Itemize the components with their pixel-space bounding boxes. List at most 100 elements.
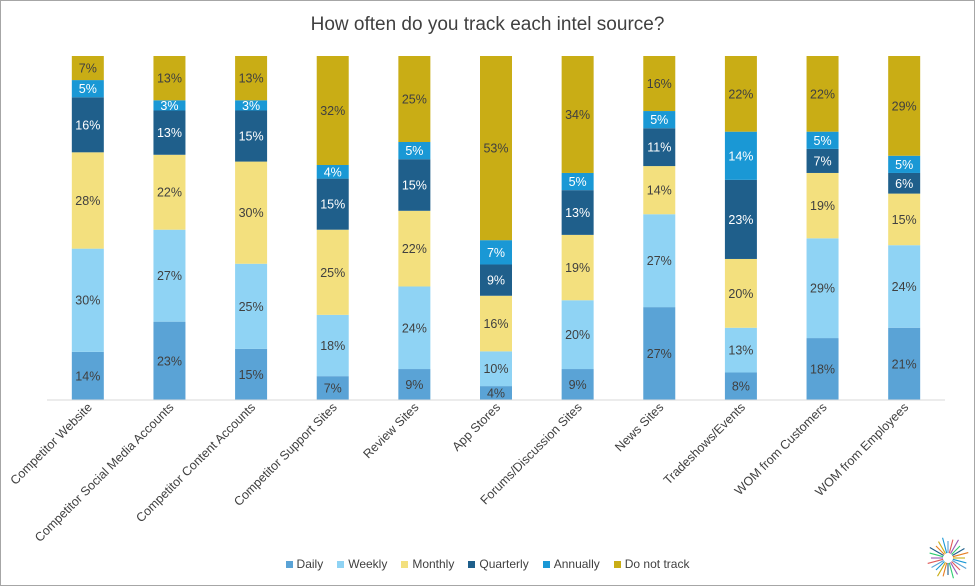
category-tick-label: News Sites: [612, 400, 666, 454]
bar-segment: [888, 193, 921, 246]
logo-ray: [948, 562, 954, 579]
data-label: 9%: [405, 378, 423, 392]
data-label: 19%: [565, 261, 590, 275]
data-label: 5%: [650, 113, 668, 127]
bar-segment: [480, 351, 512, 387]
category-tick-label: WOM from Customers: [732, 400, 830, 498]
category-tick-label: Review Sites: [360, 400, 421, 461]
data-label: 7%: [487, 246, 505, 260]
bar-segment: [724, 258, 757, 328]
bar-segment: [235, 110, 268, 162]
legend-item: Monthly: [401, 557, 454, 571]
logo-ray: [951, 545, 961, 555]
data-label: 15%: [239, 368, 264, 382]
logo-ray: [950, 539, 959, 554]
data-label: 8%: [732, 380, 750, 394]
data-label: 30%: [75, 294, 100, 308]
legend-swatch: [613, 560, 621, 568]
bar-segment: [643, 56, 676, 112]
legend-label: Quarterly: [479, 557, 529, 571]
legend-label: Daily: [296, 557, 324, 571]
data-label: 27%: [647, 347, 672, 361]
bar-segment: [153, 100, 186, 111]
bar-segment: [561, 190, 594, 235]
data-label: 34%: [565, 108, 590, 122]
data-label: 9%: [487, 274, 505, 288]
legend-label: Annually: [553, 557, 600, 571]
legend-item: Quarterly: [468, 557, 529, 571]
bar-segment: [71, 80, 104, 98]
bar-segment: [71, 351, 104, 400]
data-label: 7%: [324, 382, 342, 396]
logo-ray: [952, 560, 967, 569]
category-tick-label: Competitor Website: [8, 400, 95, 487]
bar-segment: [153, 56, 186, 101]
data-label: 19%: [810, 199, 835, 213]
bar-segment: [643, 128, 676, 167]
bar-segment: [480, 240, 512, 265]
bar-segment: [398, 286, 431, 370]
bar-segment: [235, 161, 268, 264]
data-label: 13%: [565, 206, 590, 220]
bar-segment: [153, 154, 186, 230]
data-label: 10%: [483, 362, 508, 376]
logo-ray: [935, 561, 945, 571]
data-label: 20%: [565, 328, 590, 342]
logo-ray: [942, 537, 948, 554]
data-label: 11%: [647, 141, 671, 155]
data-label: 15%: [239, 130, 264, 144]
data-label: 20%: [728, 287, 753, 301]
data-label: 22%: [728, 87, 753, 101]
data-label: 24%: [402, 321, 427, 335]
logo-ray: [952, 558, 967, 564]
data-label: 5%: [814, 134, 832, 148]
bar-segment: [316, 229, 349, 315]
bar-segment: [561, 234, 594, 301]
data-label: 18%: [810, 363, 835, 377]
category-tick-label: WOM from Employees: [813, 400, 912, 499]
logo-ray: [938, 541, 946, 554]
legend-label: Do not track: [624, 557, 690, 571]
bar-segment: [888, 245, 921, 328]
data-label: 16%: [483, 317, 508, 331]
data-label: 27%: [647, 254, 672, 268]
legend-label: Weekly: [348, 557, 388, 571]
bar-segment: [806, 238, 839, 339]
data-label: 22%: [810, 87, 835, 101]
bar-segment: [71, 97, 104, 153]
legend-item: Annually: [542, 557, 600, 571]
bar-segment: [561, 369, 594, 400]
data-label: 15%: [892, 213, 917, 227]
bar-segment: [153, 110, 186, 155]
data-label: 13%: [239, 72, 264, 86]
bar-segment: [806, 131, 839, 149]
logo-ray: [937, 562, 946, 577]
bar-segment: [724, 372, 757, 400]
data-label: 14%: [75, 369, 100, 383]
chart-legend: Daily Weekly Monthly Quarterly Annually Do no…: [0, 557, 975, 571]
bar-segment: [561, 300, 594, 370]
bar-segment: [724, 131, 757, 180]
bar-segment: [643, 307, 676, 400]
data-label: 14%: [647, 184, 672, 198]
bar-segment: [316, 178, 349, 230]
data-label: 15%: [402, 179, 427, 193]
bar-segment: [316, 314, 349, 377]
data-label: 5%: [79, 82, 97, 96]
bar-segment: [316, 376, 349, 400]
data-label: 15%: [320, 198, 345, 212]
data-label: 4%: [324, 165, 342, 179]
logo-ray: [929, 552, 944, 558]
bar-segment: [235, 348, 268, 400]
bar-segment: [806, 172, 839, 239]
category-tick-label: Tradeshows/Events: [661, 400, 748, 487]
bar-segment: [888, 327, 921, 400]
legend-swatch: [337, 560, 345, 568]
bar-segment: [724, 56, 757, 132]
bar-segment: [480, 386, 512, 400]
data-label: 6%: [895, 177, 913, 191]
bar-segment: [806, 338, 839, 400]
logo-ray: [950, 562, 958, 575]
data-label: 25%: [239, 300, 264, 314]
data-label: 23%: [728, 213, 753, 227]
